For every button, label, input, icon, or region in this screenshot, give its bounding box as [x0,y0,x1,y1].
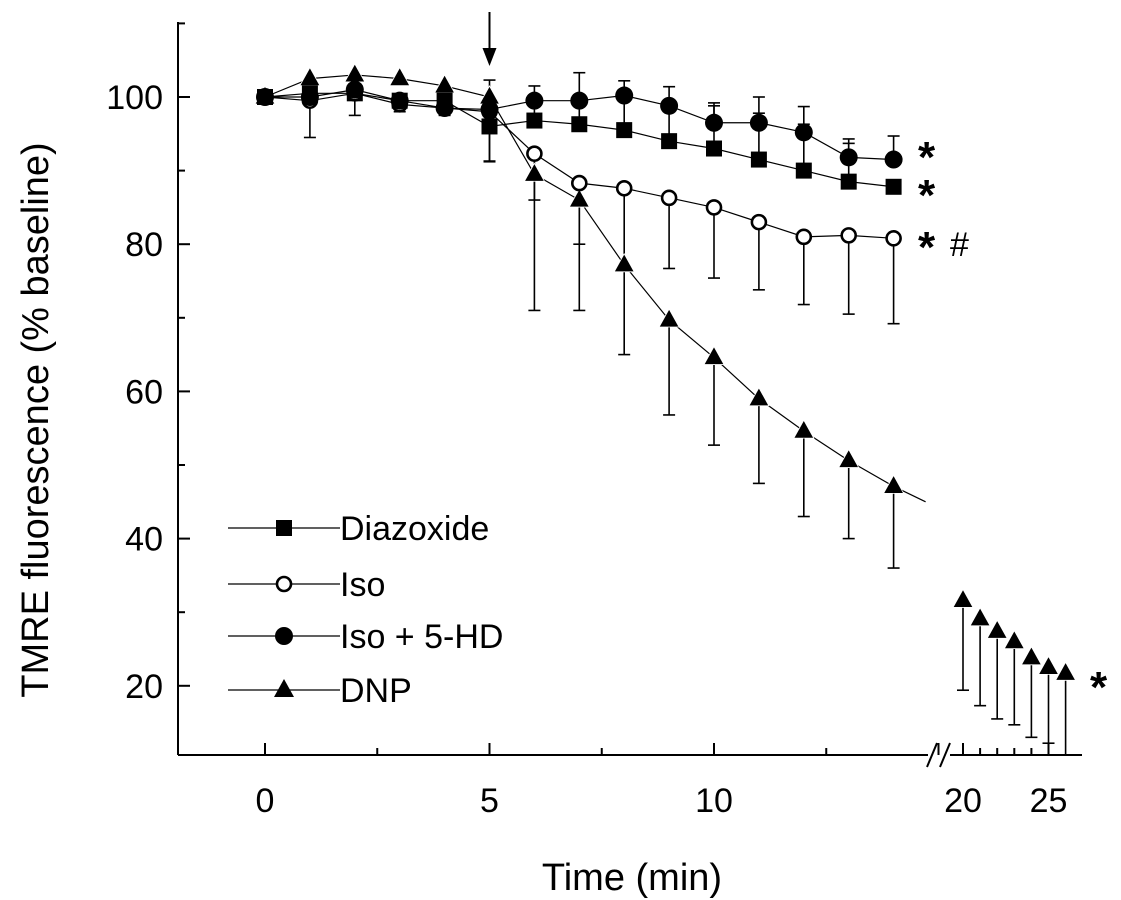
sig-star-iso-5hd: * [918,133,936,182]
data-point-dnp [793,419,815,439]
data-point-dnp [1020,646,1043,666]
annotations: * * * # * [918,133,1108,712]
x-tick-label: 0 [256,782,275,820]
data-point-dnp [882,474,905,494]
data-point-iso-5-hd [435,99,454,118]
y-tick-label: 60 [125,373,163,411]
legend-label-iso-5hd: Iso + 5-HD [340,618,503,656]
data-point-diazoxide [840,173,857,190]
data-point-dnp [658,308,680,328]
data-point-iso-5-hd [660,96,679,115]
y-tick-label: 40 [125,521,163,559]
data-point-diazoxide [571,116,588,133]
x-tick-label: 20 [944,782,982,820]
series-lines [264,74,926,503]
y-tick-label: 20 [125,668,163,706]
series-line-dnp [264,74,926,503]
data-point-iso [526,145,543,162]
sig-star-dnp: * [1090,663,1108,712]
data-point-diazoxide [795,162,812,179]
data-point-diazoxide [661,133,678,150]
data-point-iso [840,227,858,244]
data-point-diazoxide [616,122,633,139]
data-point-iso-5-hd [749,113,768,132]
series-markers [254,63,1077,681]
axis-break-mark [939,742,951,768]
y-tick-label: 80 [125,226,163,264]
legend-label-iso: Iso [340,566,385,604]
data-point-iso-5-hd [794,123,813,142]
data-point-iso-5-hd [839,148,858,167]
data-point-iso-5-hd [480,100,499,119]
legend-marker-square [276,520,292,536]
legend-marker-filled-circle [275,627,293,645]
x-tick-label: 25 [1030,782,1068,820]
tick-labels: 20 40 60 80 100 0 5 10 20 25 [106,79,1067,820]
data-point-dnp [969,607,991,627]
data-point-iso-5-hd [525,91,544,110]
data-point-dnp [703,345,725,365]
legend-item-iso: Iso [228,566,385,604]
data-point-iso [795,228,813,246]
data-point-iso [885,230,902,247]
legend: Diazoxide Iso Iso + 5-HD DNP [228,510,503,710]
data-point-iso [570,174,588,192]
data-point-dnp [568,188,590,208]
data-point-dnp [952,588,974,608]
data-point-iso [615,179,633,197]
data-point-dnp [986,619,1008,639]
data-point-dnp [613,252,635,273]
legend-marker-open-circle [275,575,293,593]
sig-star-iso: * [918,223,936,272]
data-point-dnp [838,448,860,468]
data-point-dnp [523,162,546,182]
data-point-dnp [748,386,770,407]
data-point-iso [750,213,768,231]
legend-label-dnp: DNP [340,672,412,710]
data-point-iso-5-hd [884,150,903,169]
data-point-iso-5-hd [570,91,589,110]
y-tick-label: 100 [106,79,163,117]
x-tick-label: 10 [695,782,733,820]
legend-label-diazoxide: Diazoxide [340,510,489,548]
data-point-iso-5-hd [615,86,634,105]
data-point-iso [660,189,678,207]
data-point-iso-5-hd [345,80,364,99]
data-point-dnp [1003,629,1025,650]
arrow-indicator-head [482,48,497,66]
data-point-diazoxide [706,140,722,157]
sig-hash-iso: # [950,226,969,264]
data-point-diazoxide [526,112,543,129]
axis-break-mark [926,742,938,768]
x-axis-title: Time (min) [542,857,722,899]
data-point-dnp [1054,661,1077,681]
data-point-diazoxide [885,178,902,195]
sig-star-diazoxide: * [918,171,936,220]
data-point-diazoxide [750,151,767,168]
x-tick-label: 5 [480,782,499,820]
data-point-dnp [344,63,366,83]
data-point-dnp [433,74,456,94]
error-bars [303,71,1067,755]
axes [177,12,1082,768]
data-point-diazoxide [481,118,498,135]
legend-item-diazoxide: Diazoxide [228,510,489,548]
data-point-iso-5-hd [705,113,723,132]
data-point-dnp [299,66,321,86]
data-point-iso-5-hd [390,91,409,110]
legend-item-dnp: DNP [228,672,412,710]
legend-item-iso-5hd: Iso + 5-HD [228,618,503,656]
data-point-dnp [389,66,411,86]
data-point-iso-5-hd [256,88,274,106]
data-point-dnp [1037,655,1060,675]
legend-marker-triangle [274,679,294,697]
data-point-iso-5-hd [300,88,319,106]
y-axis-title: TMRE fluorescence (% baseline) [15,142,57,697]
data-point-iso [705,199,723,216]
